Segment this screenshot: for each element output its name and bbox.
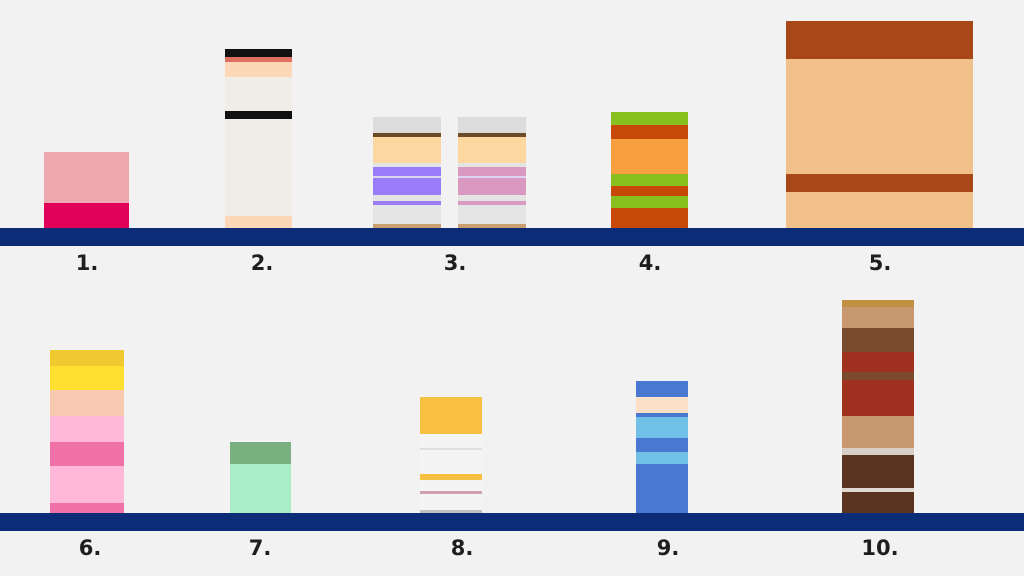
item-label: 10. (861, 536, 898, 560)
stripe (786, 59, 973, 174)
stripe (611, 208, 688, 228)
stripe (636, 417, 688, 438)
stacked-item (611, 112, 688, 228)
stripe (458, 195, 526, 201)
stripe (842, 380, 914, 416)
stripe (420, 448, 482, 450)
stripe (225, 49, 292, 57)
stripe (373, 224, 441, 228)
stripe (373, 133, 441, 137)
stripe (420, 434, 482, 513)
stripe (225, 111, 292, 119)
item-label: 1. (76, 251, 99, 275)
stripe (458, 224, 526, 228)
stripe (373, 167, 441, 195)
item-label: 5. (869, 251, 892, 275)
stripe (636, 452, 688, 464)
stripe (225, 57, 292, 62)
stripe (420, 510, 482, 513)
item-label: 3. (444, 251, 467, 275)
stripe (842, 372, 914, 380)
stripe (611, 139, 688, 174)
stripe (458, 205, 526, 224)
stripe (50, 390, 124, 416)
item-label: 2. (251, 251, 274, 275)
stacked-item (636, 381, 688, 513)
stripe (636, 381, 688, 397)
stripe (44, 203, 129, 228)
stripe (225, 216, 292, 228)
stripe (842, 488, 914, 492)
stripe (225, 77, 292, 111)
shelf (0, 228, 1024, 246)
item-label: 6. (79, 536, 102, 560)
stripe (458, 201, 526, 205)
stripe (420, 491, 482, 494)
stripe (373, 201, 441, 205)
stripe (842, 307, 914, 328)
stripe (786, 192, 973, 228)
stripe (230, 442, 291, 464)
stripe (50, 442, 124, 466)
stripe (50, 503, 124, 513)
stripe (458, 137, 526, 163)
stripe (50, 350, 124, 366)
stripe (373, 137, 441, 163)
item-label: 4. (639, 251, 662, 275)
stripe (420, 474, 482, 480)
stripe (230, 464, 291, 513)
stripe (44, 152, 129, 203)
stripe (373, 117, 441, 133)
stripe (373, 205, 441, 224)
stripe (611, 112, 688, 125)
stripe (373, 176, 441, 178)
stacked-item (230, 442, 291, 513)
stripe (842, 455, 914, 488)
stacked-item (373, 117, 441, 228)
stripe (611, 125, 688, 139)
item-label: 9. (657, 536, 680, 560)
stripe (373, 163, 441, 167)
stripe (636, 397, 688, 413)
stripe (373, 195, 441, 201)
stripe (842, 328, 914, 352)
shelf (0, 513, 1024, 531)
stripe (636, 413, 688, 417)
stripe (458, 133, 526, 137)
stacked-item (842, 300, 914, 513)
stripe (611, 196, 688, 208)
stripe (458, 163, 526, 167)
item-label: 8. (451, 536, 474, 560)
stacked-item (225, 49, 292, 228)
stripe (50, 466, 124, 503)
stripe (458, 176, 526, 178)
stripe (420, 397, 482, 434)
stripe (842, 492, 914, 513)
stripe (50, 366, 124, 390)
stripe (842, 300, 914, 307)
stripe (842, 416, 914, 448)
stripe (458, 167, 526, 195)
stripe (636, 464, 688, 513)
stripe (786, 174, 973, 192)
stacked-item (420, 397, 482, 513)
item-label: 7. (249, 536, 272, 560)
stacked-item (50, 350, 124, 513)
stripe (458, 117, 526, 133)
stacked-item (44, 152, 129, 228)
stripe (786, 21, 973, 59)
stripe (611, 186, 688, 196)
stripe (842, 448, 914, 455)
stripe (225, 62, 292, 77)
stripe (50, 416, 124, 442)
stripe (636, 438, 688, 452)
stripe (842, 352, 914, 372)
stacked-item (786, 21, 973, 228)
stripe (611, 174, 688, 186)
stripe (225, 119, 292, 216)
stacked-item (458, 117, 526, 228)
